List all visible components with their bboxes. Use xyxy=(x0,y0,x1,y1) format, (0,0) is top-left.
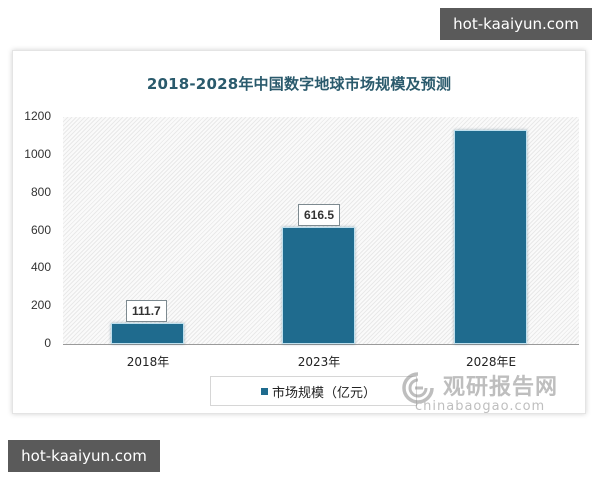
chart-card: 2018-2028年中国数字地球市场规模及预测 1200 1000 800 60… xyxy=(12,50,586,414)
x-label-2028e: 2028年E xyxy=(465,355,517,369)
bottom-left-watermark-banner: hot-kaaiyun.com xyxy=(8,440,160,472)
chinabaogao-logo-icon xyxy=(402,372,434,404)
y-tick-600: 600 xyxy=(30,223,51,237)
bar-2018 xyxy=(111,323,184,344)
chart-title: 2018-2028年中国数字地球市场规模及预测 xyxy=(146,75,452,93)
x-label-2018: 2018年 xyxy=(126,355,170,369)
data-label-2023: 616.5 xyxy=(298,204,341,226)
legend: 市场规模（亿元） xyxy=(210,376,417,406)
watermark-cn-text: 观研报告网 xyxy=(443,375,559,400)
bar-2023 xyxy=(282,227,355,344)
legend-swatch xyxy=(261,388,268,395)
y-tick-1000: 1000 xyxy=(24,147,51,161)
legend-label: 市场规模（亿元） xyxy=(272,386,377,401)
bar-2028e xyxy=(454,130,527,344)
plot-area: 111.7 616.5 xyxy=(63,117,579,345)
y-tick-200: 200 xyxy=(30,298,51,312)
x-label-2023: 2023年 xyxy=(297,355,341,369)
y-tick-0: 0 xyxy=(44,336,51,350)
data-label-2018: 111.7 xyxy=(126,300,167,322)
top-right-watermark-banner: hot-kaaiyun.com xyxy=(440,8,592,40)
watermark-en-text: chinabaogao.com xyxy=(415,399,546,414)
chinabaogao-watermark: 观研报告网 chinabaogao.com xyxy=(401,369,581,419)
y-tick-800: 800 xyxy=(30,185,51,199)
y-tick-400: 400 xyxy=(30,260,51,274)
y-tick-1200: 1200 xyxy=(24,109,51,123)
